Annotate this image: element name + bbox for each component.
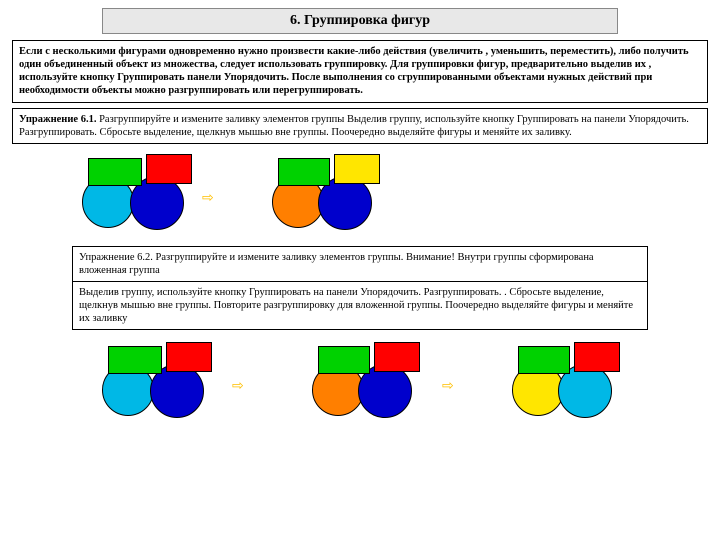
rect-left [108, 346, 162, 374]
exercise-6-2-label: Упражнение 6.2. [79, 252, 153, 263]
rect-right [334, 154, 380, 184]
exercise-6-1-text: Разгруппируйте и измените заливку элемен… [19, 114, 689, 138]
rect-left [278, 158, 330, 186]
rect-right [146, 154, 192, 184]
intro-paragraph: Если с несколькими фигурами одновременно… [12, 40, 708, 103]
rect-right [374, 342, 420, 372]
rect-right [574, 342, 620, 372]
rect-left [518, 346, 570, 374]
exercise-6-1: Упражнение 6.1. Разгруппируйте и изменит… [12, 108, 708, 144]
arrow-icon: ⇨ [442, 380, 454, 394]
lower-shape-stage: ⇨⇨ [12, 336, 708, 430]
arrow-icon: ⇨ [202, 192, 214, 206]
upper-shape-stage: ⇨ [12, 148, 708, 242]
exercise-6-2-a: Упражнение 6.2. Разгруппируйте и изменит… [72, 246, 648, 282]
rect-right [166, 342, 212, 372]
arrow-icon: ⇨ [232, 380, 244, 394]
exercise-6-2-block: Упражнение 6.2. Разгруппируйте и изменит… [72, 246, 648, 331]
section-title: 6. Группировка фигур [102, 8, 618, 34]
exercise-6-2b-text: Выделив группу, используйте кнопку Групп… [79, 287, 633, 324]
rect-left [88, 158, 142, 186]
exercise-6-2a-text: Разгруппируйте и измените заливку элемен… [79, 252, 594, 276]
exercise-6-1-label: Упражнение 6.1. [19, 114, 96, 125]
rect-left [318, 346, 370, 374]
exercise-6-2-b: Выделив группу, используйте кнопку Групп… [72, 282, 648, 330]
